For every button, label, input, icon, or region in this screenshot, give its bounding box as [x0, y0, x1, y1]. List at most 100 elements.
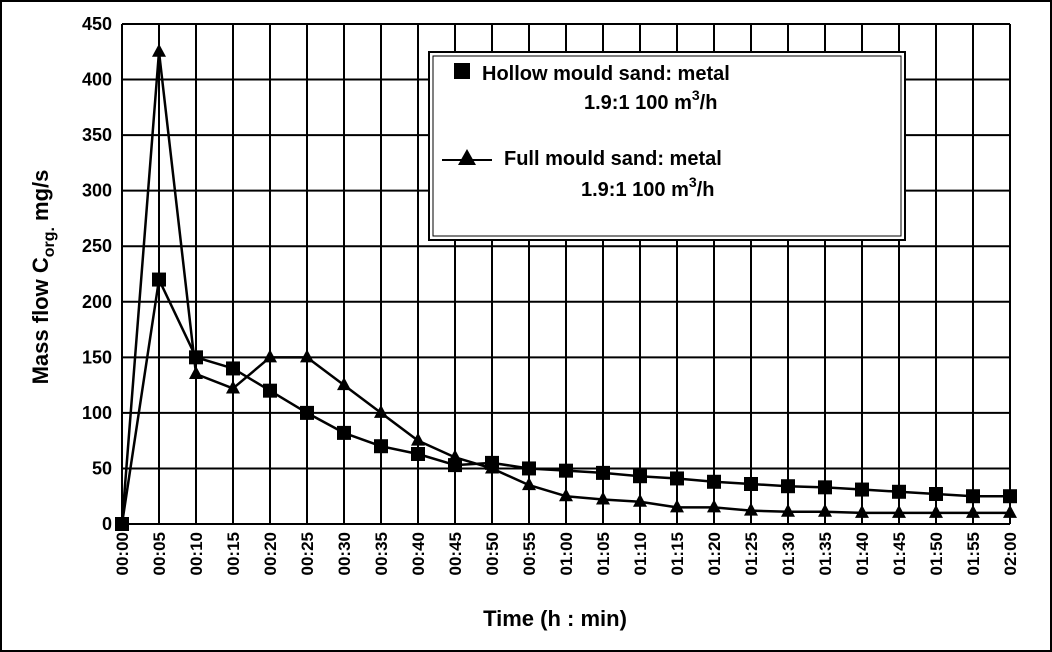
full-mould-point [226, 380, 240, 394]
x-tick-label: 02:00 [1001, 532, 1020, 575]
y-tick-label: 150 [82, 347, 112, 367]
y-tick-label: 0 [102, 514, 112, 534]
full-mould-point [189, 366, 203, 379]
hollow-mould-point [1003, 489, 1017, 504]
x-tick-label: 00:10 [187, 532, 206, 575]
y-tick-label: 450 [82, 14, 112, 34]
full-mould-point [411, 432, 425, 446]
legend-full-ratio: 1.9:1 100 m3/h [581, 174, 714, 201]
hollow-mould-point [300, 405, 314, 420]
legend-hollow-ratio: 1.9:1 100 m3/h [584, 87, 717, 114]
hollow-mould-point [892, 484, 906, 499]
hollow-mould-point [781, 479, 795, 494]
x-tick-label: 01:30 [779, 532, 798, 575]
legend-box-inner [432, 55, 902, 237]
full-mould-point [818, 503, 832, 517]
legend-hollow-ratio-suffix: /h [700, 92, 718, 114]
full-mould-point [448, 449, 462, 463]
hollow-mould-point [559, 463, 573, 478]
x-tick-label: 01:00 [557, 532, 576, 575]
full-mould-point [1003, 504, 1017, 518]
x-tick-label: 00:20 [261, 532, 280, 575]
full-mould-point [929, 504, 943, 518]
legend-hollow-ratio-sup: 3 [692, 87, 700, 103]
y-axis-label-suffix: mg/s [28, 170, 53, 227]
full-mould-point [670, 499, 684, 513]
x-axis-label: Time (h : min) [483, 606, 627, 631]
hollow-mould-point [152, 272, 166, 287]
x-tick-label: 00:30 [335, 532, 354, 575]
full-mould-point [115, 516, 129, 529]
full-mould-point [152, 43, 166, 57]
hollow-mould-point [744, 477, 758, 491]
legend-hollow-label: Hollow mould sand: metal [482, 63, 730, 85]
y-tick-label: 200 [82, 292, 112, 312]
y-axis-ticks: 0 50 100 150 200 250 300 350 400 450 [82, 14, 112, 534]
y-tick-label: 50 [92, 458, 112, 478]
full-mould-point [522, 477, 536, 491]
legend-box [428, 51, 906, 241]
full-mould-point [374, 404, 388, 418]
x-tick-label: 01:45 [890, 532, 909, 575]
y-tick-label: 300 [82, 181, 112, 201]
hollow-mould-point [374, 439, 388, 454]
legend-square-marker [454, 63, 470, 79]
full-mould-point [337, 377, 351, 391]
hollow-mould-point [855, 482, 869, 497]
full-mould-point [485, 460, 499, 474]
hollow-mould-point [670, 471, 684, 486]
full-mould-point [300, 349, 314, 363]
x-tick-label: 01:40 [853, 532, 872, 575]
hollow-mould-point [226, 361, 240, 376]
hollow-mould-point [189, 350, 203, 365]
x-tick-label: 01:50 [927, 532, 946, 575]
hollow-mould-point [818, 480, 832, 495]
y-tick-label: 400 [82, 70, 112, 90]
hollow-mould-point [263, 383, 277, 398]
full-mould-point [263, 349, 277, 363]
x-tick-label: 01:25 [742, 532, 761, 575]
y-tick-label: 250 [82, 236, 112, 256]
hollow-mould-point [596, 465, 610, 480]
legend: Hollow mould sand: metal 1.9:1 100 m3/h … [428, 51, 906, 241]
x-tick-label: 01:20 [705, 532, 724, 575]
hollow-mould-point [633, 469, 647, 484]
full-mould-point [596, 491, 610, 505]
full-mould-point [707, 499, 721, 513]
x-tick-label: 00:45 [446, 532, 465, 575]
full-mould-point [892, 504, 906, 518]
hollow-mould-point [522, 461, 536, 476]
x-tick-label: 00:15 [224, 532, 243, 575]
full-mould-point [744, 502, 758, 516]
legend-full-ratio-text: 1.9:1 100 m [581, 179, 689, 201]
x-tick-label: 00:50 [483, 532, 502, 575]
legend-hollow-ratio-text: 1.9:1 100 m [584, 92, 692, 114]
x-tick-label: 01:10 [631, 532, 650, 575]
full-mould-point [855, 504, 869, 518]
hollow-mould-point [929, 487, 943, 501]
hollow-mould-point [411, 447, 425, 461]
y-tick-label: 350 [82, 125, 112, 145]
hollow-mould-point [707, 474, 721, 489]
x-tick-label: 01:55 [964, 532, 983, 575]
y-axis-label-prefix: Mass flow C [28, 257, 53, 384]
legend-full-ratio-suffix: /h [697, 179, 715, 201]
series-markers [115, 43, 1017, 531]
legend-full-label: Full mould sand: metal [504, 148, 722, 170]
full-mould-point [966, 504, 980, 518]
x-tick-label: 01:35 [816, 532, 835, 575]
x-axis-ticks: 00:00 00:05 00:10 00:15 00:20 00:25 00:30 00:35… [113, 532, 1020, 575]
y-tick-label: 100 [82, 403, 112, 423]
x-tick-label: 01:05 [594, 532, 613, 575]
y-axis-label-subscript: org. [41, 227, 58, 257]
x-tick-label: 00:25 [298, 532, 317, 575]
legend-full-ratio-sup: 3 [689, 174, 697, 190]
x-tick-label: 01:15 [668, 532, 687, 575]
x-tick-label: 00:55 [520, 532, 539, 575]
y-axis-label: Mass flow Corg. mg/s [28, 170, 58, 385]
x-tick-label: 00:00 [113, 532, 132, 575]
full-mould-point [633, 493, 647, 507]
x-tick-label: 00:35 [372, 532, 391, 575]
